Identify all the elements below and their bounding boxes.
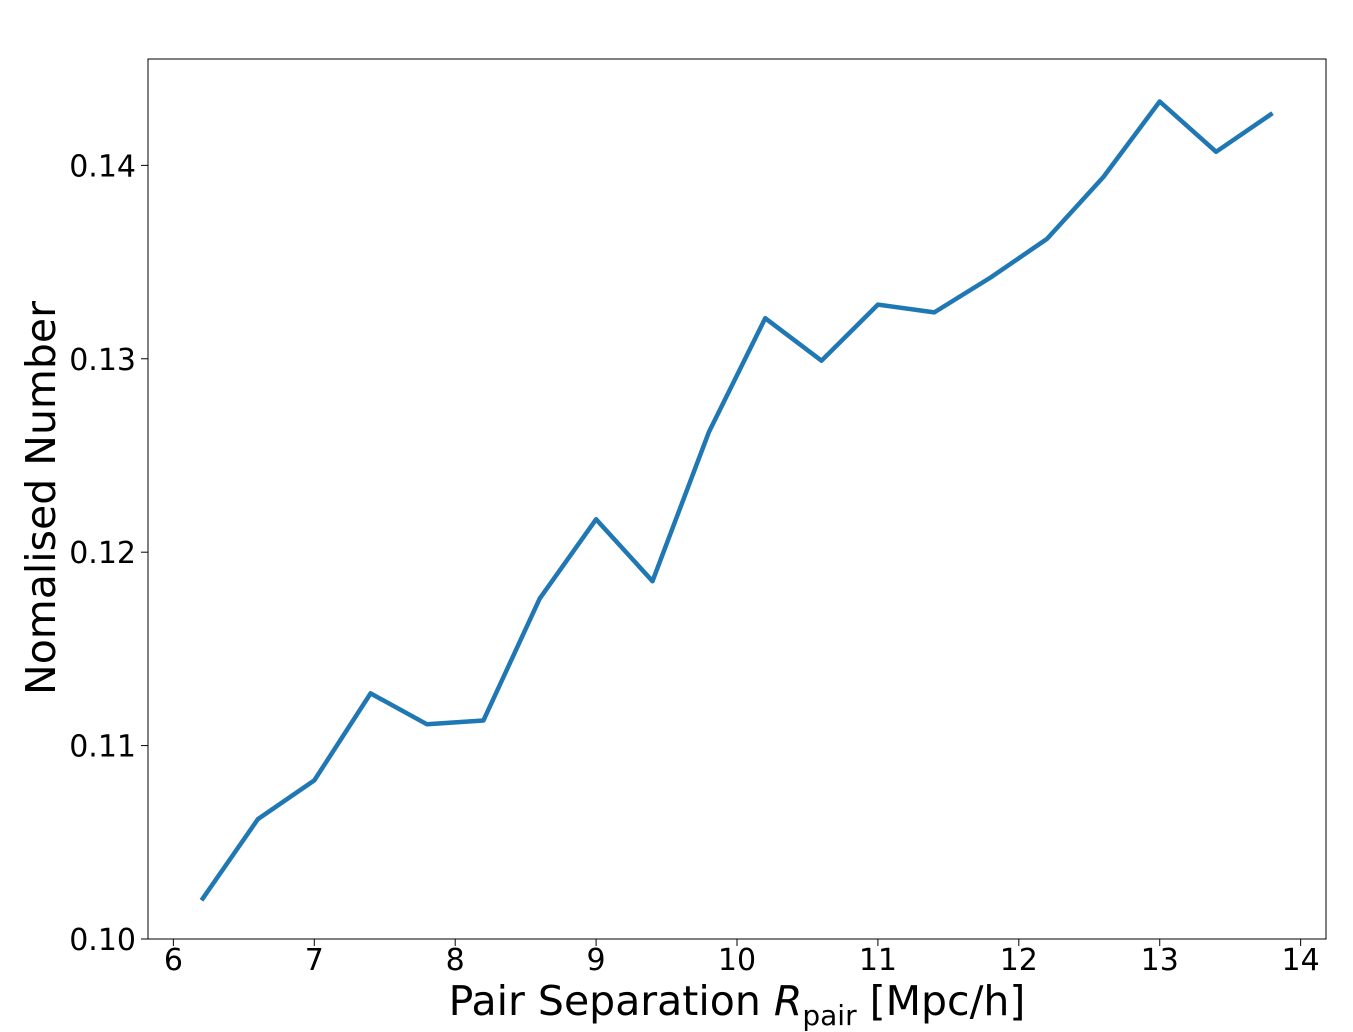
y-axis-ticks: 0.10 0.11 0.12 0.13 0.14	[69, 149, 148, 958]
x-tick-label: 8	[446, 943, 465, 978]
series-line	[199, 99, 1274, 902]
x-axis-title-suffix: [Mpc/h]	[857, 977, 1026, 1025]
plot-frame	[147, 58, 1327, 940]
x-axis-title-subscript: pair	[802, 999, 857, 1032]
y-tick-label: 0.11	[69, 730, 136, 765]
y-tick-label: 0.10	[69, 923, 136, 958]
x-tick-label: 12	[1000, 943, 1038, 978]
y-axis-title: Nomalised Number	[17, 301, 65, 695]
x-axis-title: Pair Separation Rpair [Mpc/h]	[449, 977, 1026, 1032]
x-tick-label: 13	[1141, 943, 1179, 978]
x-tick-label: 14	[1282, 943, 1320, 978]
x-axis-title-prefix: Pair Separation	[449, 977, 774, 1025]
x-tick-label: 10	[718, 943, 756, 978]
x-tick-label: 11	[859, 943, 897, 978]
x-tick-label: 6	[164, 943, 183, 978]
x-axis-ticks: 6 7 8 9 10 11 12 13 14	[164, 939, 1320, 978]
y-tick-label: 0.13	[69, 343, 136, 378]
x-tick-label: 9	[587, 943, 606, 978]
series-layer	[199, 99, 1274, 902]
x-axis-title-symbol: R	[774, 977, 803, 1025]
y-tick-label: 0.12	[69, 536, 136, 571]
y-tick-label: 0.14	[69, 149, 136, 184]
x-tick-label: 7	[305, 943, 324, 978]
